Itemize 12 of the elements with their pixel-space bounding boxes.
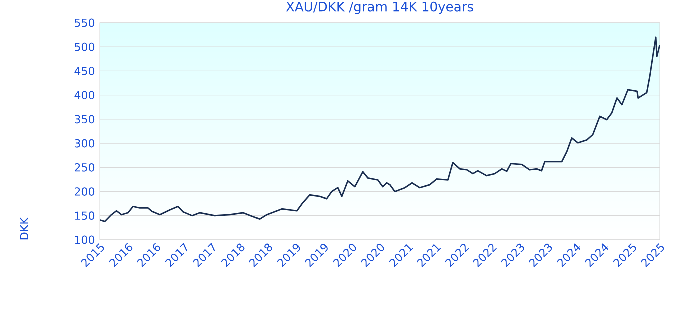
y-tick-label: 200 (74, 188, 95, 196)
y-tick-label: 250 (74, 163, 95, 172)
y-axis-title: DKK (20, 217, 28, 240)
y-tick-label: 550 (75, 18, 95, 28)
y-tick-label: 450 (74, 67, 95, 76)
y-tick-label: 500 (75, 42, 95, 52)
y-tick-label: 300 (75, 139, 95, 148)
y-tick-label: 350 (75, 115, 95, 124)
y-tick-label: 150 (75, 212, 95, 220)
chart-title: XAU/DKK /gram 14K 10years (286, 2, 474, 14)
y-tick-label: 100 (75, 236, 95, 244)
y-tick-label: 400 (74, 91, 95, 100)
